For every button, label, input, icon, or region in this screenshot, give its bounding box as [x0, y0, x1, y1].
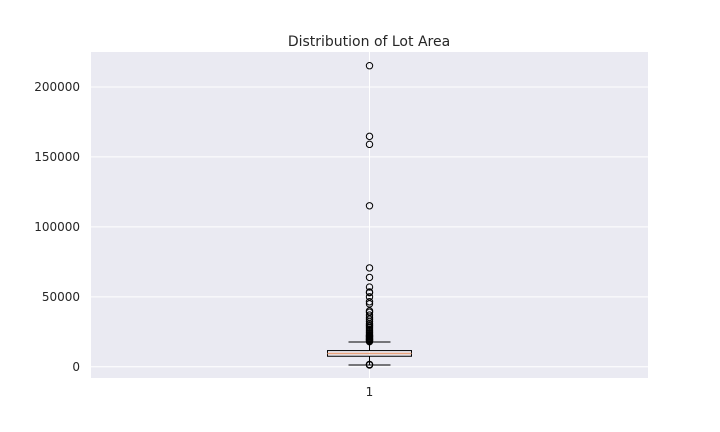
outlier-point [365, 311, 374, 319]
outlier-point [365, 140, 374, 149]
y-tick-label: 100000 [34, 220, 80, 234]
outlier-point [365, 264, 374, 272]
outlier-point [365, 298, 374, 306]
outlier-point [365, 360, 374, 369]
outlier-point [365, 288, 374, 296]
axis-ticks: 0 50000 100000 150000 200000 1 [34, 80, 373, 399]
outlier-point [365, 283, 374, 291]
outlier-point [365, 62, 374, 70]
y-tick-label: 200000 [34, 80, 80, 94]
outlier-point [365, 132, 374, 141]
y-tick-label: 150000 [34, 150, 80, 164]
outlier-point [365, 202, 374, 210]
outlier-point [365, 300, 374, 308]
chart-title: Distribution of Lot Area [288, 34, 450, 50]
outlier-point [365, 307, 374, 315]
outlier-point [365, 293, 374, 301]
outlier-point [365, 315, 374, 323]
x-tick-label: 1 [366, 385, 374, 399]
box-plot [327, 62, 412, 369]
y-tick-label: 50000 [42, 290, 80, 304]
y-tick-label: 0 [72, 360, 80, 374]
outlier-point [365, 273, 374, 282]
grid-lines [91, 52, 648, 378]
